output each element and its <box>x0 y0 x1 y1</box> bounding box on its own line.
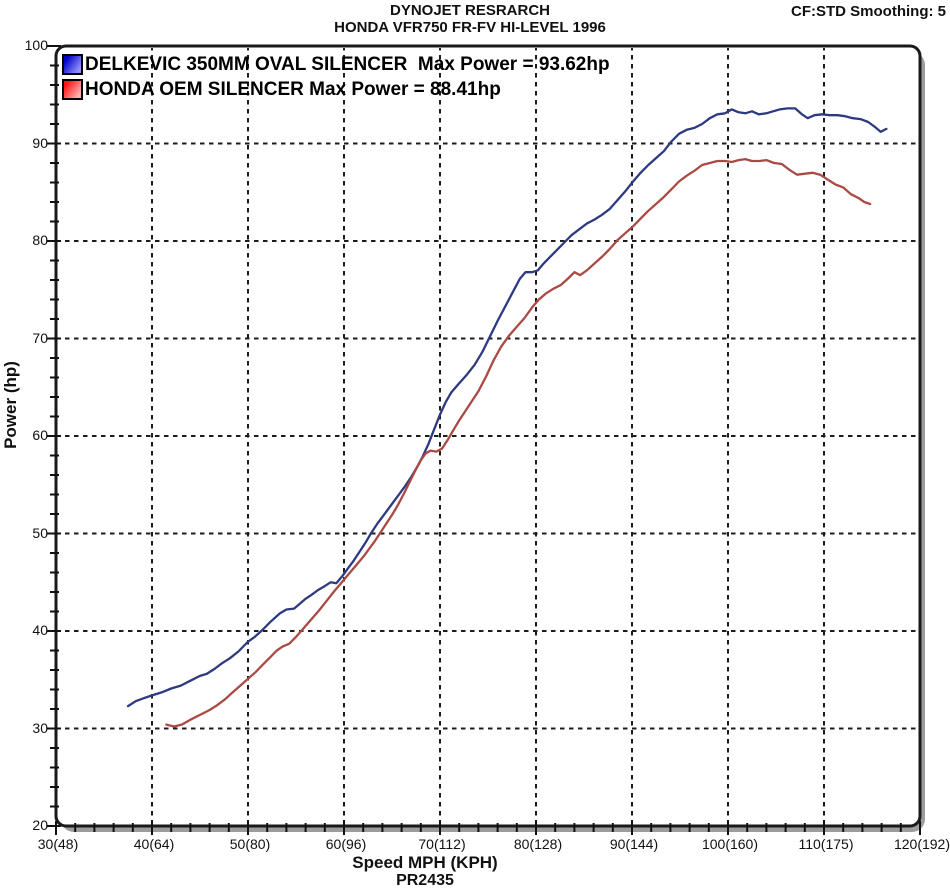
x-tick-label: 50(80) <box>229 836 271 852</box>
chart-subtitle: HONDA VFR750 FR-FV HI-LEVEL 1996 <box>334 19 606 36</box>
honda-oem-power-curve <box>165 157 872 728</box>
tick-marks <box>47 45 921 835</box>
y-tick-label: 40 <box>32 622 48 638</box>
y-tick-label: 60 <box>32 427 48 443</box>
x-tick-label: 90(144) <box>609 836 659 852</box>
x-tick-label: 70(112) <box>418 836 466 852</box>
legend: DELKEVIC 350MM OVAL SILENCER Max Power =… <box>62 52 610 102</box>
y-tick-label: 50 <box>32 524 48 541</box>
x-tick-label: 100(160) <box>701 836 759 852</box>
honda-oem-series-label: HONDA OEM SILENCER Max Power = 88.41hp <box>85 78 501 100</box>
curves <box>126 107 888 728</box>
run-id-label: PR2435 <box>396 872 454 889</box>
y-tick-label: 30 <box>32 719 48 736</box>
y-axis-title: Power (hp) <box>1 361 20 449</box>
chart-header: DYNOJET RESRARCH HONDA VFR750 FR-FV HI-L… <box>0 2 940 36</box>
delkevic-series-swatch-icon <box>62 54 83 75</box>
y-tick-label: 90 <box>32 134 48 151</box>
x-tick-label: 40(64) <box>133 836 175 852</box>
x-tick-label: 110(175) <box>798 836 854 852</box>
x-tick-label: 80(128) <box>513 836 563 852</box>
y-tick-label: 100 <box>24 37 48 53</box>
x-tick-label: 120(192) <box>893 836 950 852</box>
legend-item-delkevic: DELKEVIC 350MM OVAL SILENCER Max Power =… <box>62 52 610 77</box>
x-tick-label: 30(48) <box>37 836 79 852</box>
delkevic-series-label: DELKEVIC 350MM OVAL SILENCER Max Power =… <box>85 53 610 75</box>
chart-title: DYNOJET RESRARCH <box>389 2 551 19</box>
x-axis-title: Speed MPH (KPH) <box>352 853 498 872</box>
x-tick-label: 60(96) <box>325 836 367 852</box>
y-tick-label: 80 <box>32 232 48 248</box>
delkevic-power-curve <box>126 107 888 708</box>
honda-oem-series-swatch-icon <box>62 79 83 100</box>
smoothing-info-label: CF:STD Smoothing: 5 <box>791 3 946 20</box>
y-tick-label: 20 <box>32 817 48 833</box>
y-tick-label: 70 <box>32 329 48 346</box>
legend-item-honda-oem: HONDA OEM SILENCER Max Power = 88.41hp <box>62 77 610 102</box>
